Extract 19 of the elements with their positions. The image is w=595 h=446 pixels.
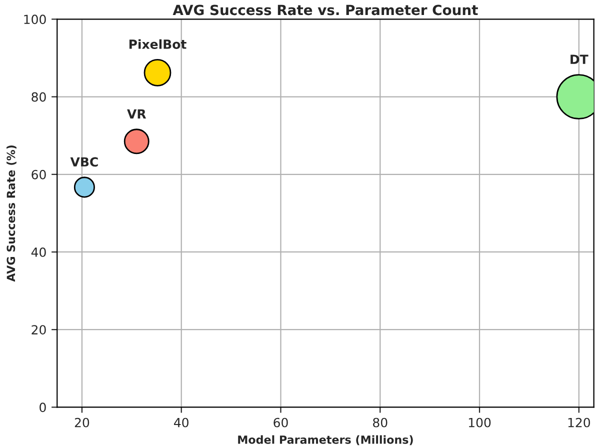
chart-title: AVG Success Rate vs. Parameter Count	[172, 4, 478, 16]
y-tick-label: 80	[32, 92, 46, 102]
series-label: VR	[127, 109, 146, 118]
y-tick-label: 20	[32, 325, 46, 335]
y-tick-label: 100	[24, 14, 46, 24]
y-tick-label: 40	[31, 247, 46, 257]
series-label: DT	[570, 54, 588, 64]
x-tick-label: 120	[568, 418, 590, 428]
y-tick-label: 60	[32, 170, 46, 180]
y-tick-label: 0	[40, 402, 46, 412]
x-tick-label: 60	[274, 418, 288, 428]
x-tick-label: 80	[373, 418, 388, 428]
x-tick-label: 20	[74, 418, 90, 428]
x-axis-title: Model Parameters (Millions)	[238, 435, 413, 446]
x-tick-label: 100	[468, 418, 491, 428]
series-label: VBC	[70, 157, 98, 167]
y-axis-title: AVG Success Rate (%)	[6, 146, 16, 282]
series-label: PixelBot	[129, 39, 186, 49]
x-tick-label: 40	[174, 418, 188, 428]
